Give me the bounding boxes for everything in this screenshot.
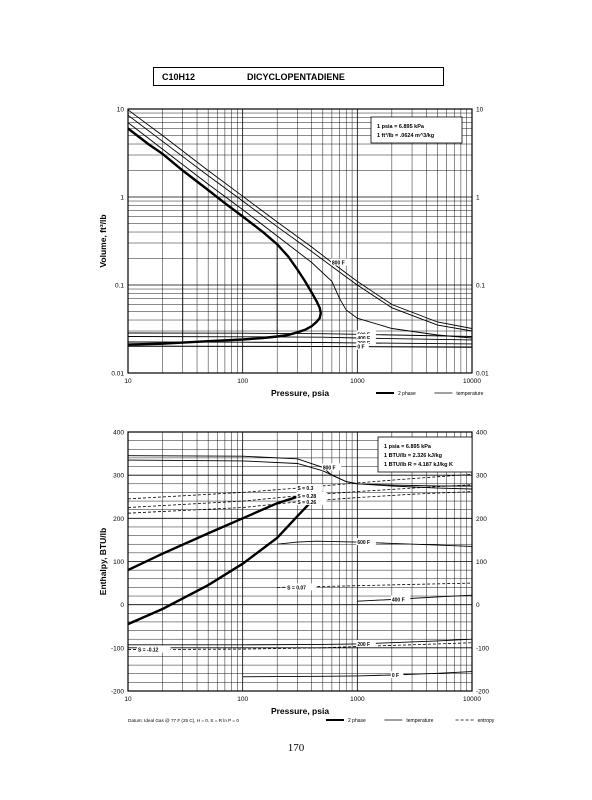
series-label-bg — [356, 342, 369, 350]
series-label: 800 F — [332, 261, 345, 267]
legend-label: entropy — [478, 718, 495, 724]
chart-title-box: C10H12 DICYCLOPENTADIENE — [153, 67, 444, 86]
series-label: S = 0.28 — [297, 494, 316, 500]
x-tick-label: 100 — [237, 378, 248, 385]
y-axis-label: Volume, ft³/lb — [98, 214, 108, 267]
temperature-line — [128, 332, 472, 337]
temperature-line — [242, 671, 472, 678]
series-label: 800 F — [323, 465, 336, 471]
series-label-bg — [137, 645, 171, 653]
x-tick-label: 1000 — [350, 696, 365, 703]
series-label: 0 F — [392, 673, 399, 679]
info-text: 1 BTU/lb = 2.326 kJ/kg — [384, 453, 442, 459]
y-tick-label: 1 — [120, 195, 124, 202]
temperature-line — [128, 336, 472, 341]
series-label: S = -0.12 — [138, 648, 159, 654]
y-tick-label: 10 — [117, 107, 125, 114]
info-text: 1 psia = 6.895 kPa — [384, 444, 432, 450]
chemical-formula: C10H12 — [162, 72, 196, 82]
series-label-bg — [356, 338, 376, 346]
y-tick-label-right: 300 — [476, 473, 487, 480]
info-box — [377, 436, 473, 473]
series-label-bg — [296, 497, 327, 505]
x-tick-label: 10000 — [463, 696, 481, 703]
datum-note: Datum: Ideal Gas @ 77 F (25 C), H = 0, S… — [128, 718, 239, 723]
temperature-line — [128, 345, 472, 348]
series-label: S = 0.07 — [287, 585, 306, 591]
series-label-bg — [390, 671, 404, 679]
temperature-line — [128, 341, 472, 345]
legend-label: 2 phase — [348, 718, 366, 724]
y-tick-label: 0.01 — [111, 371, 124, 378]
series-label: 200 F — [357, 642, 370, 648]
series-label: 600 F — [357, 540, 370, 546]
series-label-bg — [390, 595, 411, 603]
y-tick-label: 400 — [113, 430, 124, 437]
legend-label: temperature — [456, 391, 483, 397]
x-tick-label: 100 — [237, 696, 248, 703]
series-label-bg — [286, 583, 317, 591]
x-tick-label: 10 — [124, 696, 132, 703]
series-label-bg — [296, 491, 327, 499]
chemical-name: DICYCLOPENTADIENE — [247, 72, 345, 82]
plot-frame — [127, 431, 473, 692]
series-label: S = 0.3 — [297, 486, 313, 492]
y-tick-label-right: 0.01 — [476, 371, 489, 378]
info-text: 1 psia = 6.895 kPa — [377, 124, 425, 130]
series-label-bg — [356, 639, 376, 647]
series-label: S = 0.26 — [297, 500, 316, 506]
y-tick-label: 0.1 — [115, 283, 124, 290]
two-phase-curve — [128, 127, 323, 346]
y-tick-label-right: 1 — [476, 195, 480, 202]
series-label-bg — [356, 333, 376, 341]
entropy-line — [128, 484, 472, 508]
y-tick-label-right: -100 — [476, 645, 489, 652]
temperature-line — [128, 638, 472, 646]
page-number: 170 — [287, 742, 305, 754]
y-tick-label: 100 — [113, 559, 124, 566]
y-tick-label: 200 — [113, 516, 124, 523]
series-label-bg — [296, 484, 323, 492]
series-label-bg — [321, 463, 342, 471]
x-tick-label: 1000 — [350, 378, 365, 385]
series-label-bg — [356, 538, 376, 546]
entropy-line — [128, 491, 472, 514]
x-axis-label: Pressure, psia — [271, 388, 329, 398]
entropy-line — [128, 642, 472, 651]
series-label: 400 F — [392, 597, 405, 603]
series-label-bg — [330, 258, 351, 266]
series-label-bg — [356, 330, 376, 338]
y-axis-label: Enthalpy, BTU/lb — [98, 528, 108, 595]
plot-frame — [127, 108, 473, 374]
y-tick-label-right: 200 — [476, 516, 487, 523]
y-tick-label-right: 400 — [476, 430, 487, 437]
temperature-line — [128, 122, 472, 339]
x-tick-label: 10000 — [463, 378, 481, 385]
y-tick-label-right: 0.1 — [476, 283, 485, 290]
x-axis-label: Pressure, psia — [271, 706, 329, 716]
legend-label: 2 phase — [398, 391, 416, 397]
entropy-line — [128, 473, 472, 500]
info-box — [370, 116, 463, 144]
y-tick-label: 0 — [120, 602, 124, 609]
info-text: 1 ft³/lb = .0624 m^3/kg — [377, 132, 434, 139]
temperature-line — [128, 109, 472, 329]
legend-label: temperature — [406, 718, 433, 724]
y-tick-label: -200 — [111, 689, 124, 696]
series-label: 0 F — [357, 345, 364, 351]
temperature-line — [357, 594, 472, 602]
y-tick-label: -100 — [111, 645, 124, 652]
y-tick-label-right: 10 — [476, 107, 484, 114]
y-tick-label-right: -200 — [476, 689, 489, 696]
x-tick-label: 10 — [124, 378, 132, 385]
info-text: 1 BTU/lb R = 4.187 kJ/kg K — [384, 462, 453, 468]
temperature-line — [128, 114, 472, 332]
y-tick-label: 300 — [113, 473, 124, 480]
y-tick-label-right: 0 — [476, 602, 480, 609]
y-tick-label-right: 100 — [476, 559, 487, 566]
two-phase-curve — [128, 494, 317, 572]
